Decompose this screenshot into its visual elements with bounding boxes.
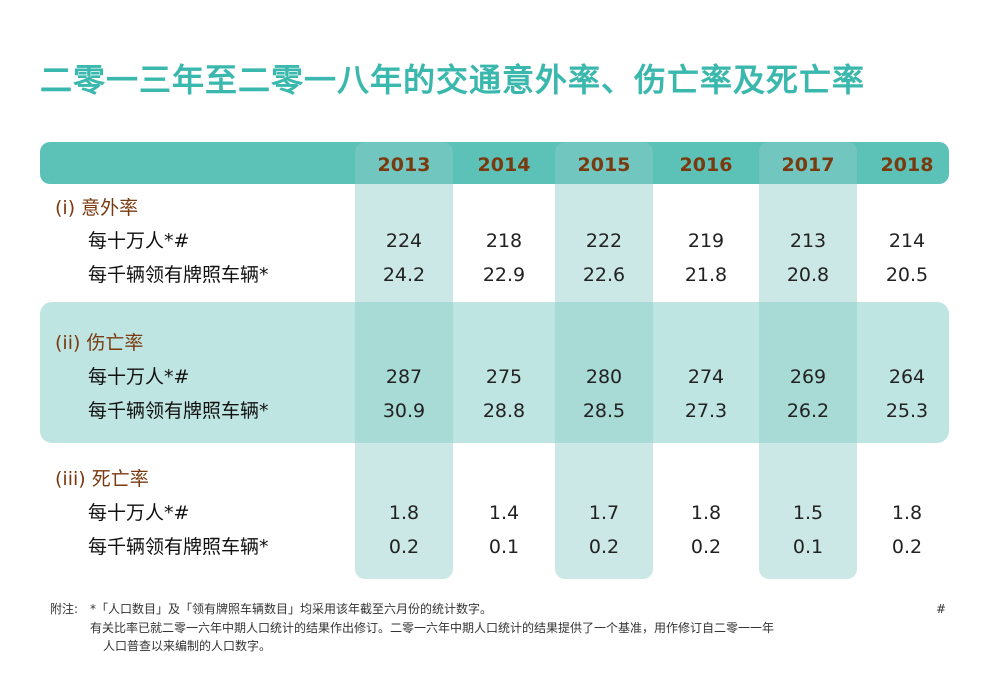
table-cell: 1.5 [792, 502, 824, 524]
row-label-per-1000-vehicles: 每千辆领有牌照车辆* [88, 536, 269, 558]
note-hash-line1: 有关比率已就二零一六年中期人口统计的结果作出修订。二零一六年中期人口统计的结果提… [90, 621, 775, 635]
table-header-bar [40, 142, 949, 184]
row-label-per-100k: 每十万人*# [88, 230, 190, 252]
table-cell: 264 [888, 366, 926, 388]
year-header-2015: 2015 [577, 154, 631, 176]
row-label-per-1000-vehicles: 每千辆领有牌照车辆* [88, 264, 269, 286]
table-cell: 219 [687, 230, 725, 252]
table-cell: 0.2 [588, 536, 620, 558]
table-cell: 1.8 [388, 502, 420, 524]
column-highlight-2013 [355, 142, 453, 579]
section-casualty-rate-label: (ii) 伤亡率 [55, 332, 144, 354]
table-cell: 1.8 [690, 502, 722, 524]
table-cell: 213 [789, 230, 827, 252]
table-cell: 0.1 [488, 536, 520, 558]
table-cell: 25.3 [885, 400, 929, 422]
table-cell: 27.3 [684, 400, 728, 422]
year-header-2013: 2013 [377, 154, 431, 176]
table-cell: 0.1 [792, 536, 824, 558]
table-cell: 1.8 [891, 502, 923, 524]
table-cell: 21.8 [684, 264, 728, 286]
section-accident-rate-label: (i) 意外率 [55, 197, 139, 219]
table-cell: 224 [385, 230, 423, 252]
table-cell: 274 [687, 366, 725, 388]
table-cell: 28.5 [582, 400, 626, 422]
note-hash-mark: # [936, 602, 947, 616]
table-cell: 30.9 [382, 400, 426, 422]
section-fatality-rate-label: (iii) 死亡率 [55, 468, 149, 490]
table-cell: 0.2 [891, 536, 923, 558]
table-cell: 28.8 [482, 400, 526, 422]
table-cell: 222 [585, 230, 623, 252]
table-cell: 280 [585, 366, 623, 388]
year-header-2018: 2018 [880, 154, 934, 176]
table-cell: 20.8 [786, 264, 830, 286]
table-cell: 1.4 [488, 502, 520, 524]
row-label-per-100k: 每十万人*# [88, 366, 190, 388]
note-hash-line2: 人口普查以来编制的人口数字。 [103, 639, 272, 653]
table-cell: 214 [888, 230, 926, 252]
table-cell: 287 [385, 366, 423, 388]
table-cell: 26.2 [786, 400, 830, 422]
year-header-2014: 2014 [477, 154, 531, 176]
table-cell: 20.5 [885, 264, 929, 286]
table-cell: 0.2 [690, 536, 722, 558]
table-cell: 0.2 [388, 536, 420, 558]
table-cell: 1.7 [588, 502, 620, 524]
page-title: 二零一三年至二零一八年的交通意外率、伤亡率及死亡率 [40, 61, 866, 99]
casualty-section-band [40, 302, 949, 443]
year-header-2016: 2016 [679, 154, 733, 176]
table-cell: 22.6 [582, 264, 626, 286]
table-cell: 22.9 [482, 264, 526, 286]
table-cell: 218 [485, 230, 523, 252]
table-cell: 24.2 [382, 264, 426, 286]
table-cell: 269 [789, 366, 827, 388]
note-star: *「人口数目」及「领有牌照车辆数目」均采用该年截至六月份的统计数字。 [90, 602, 493, 616]
year-header-2017: 2017 [781, 154, 835, 176]
table-cell: 275 [485, 366, 523, 388]
row-label-per-1000-vehicles: 每千辆领有牌照车辆* [88, 400, 269, 422]
column-highlight-2015 [555, 142, 653, 579]
notes-prefix: 附注: [50, 602, 79, 616]
column-highlight-2017 [759, 142, 857, 579]
row-label-per-100k: 每十万人*# [88, 502, 190, 524]
